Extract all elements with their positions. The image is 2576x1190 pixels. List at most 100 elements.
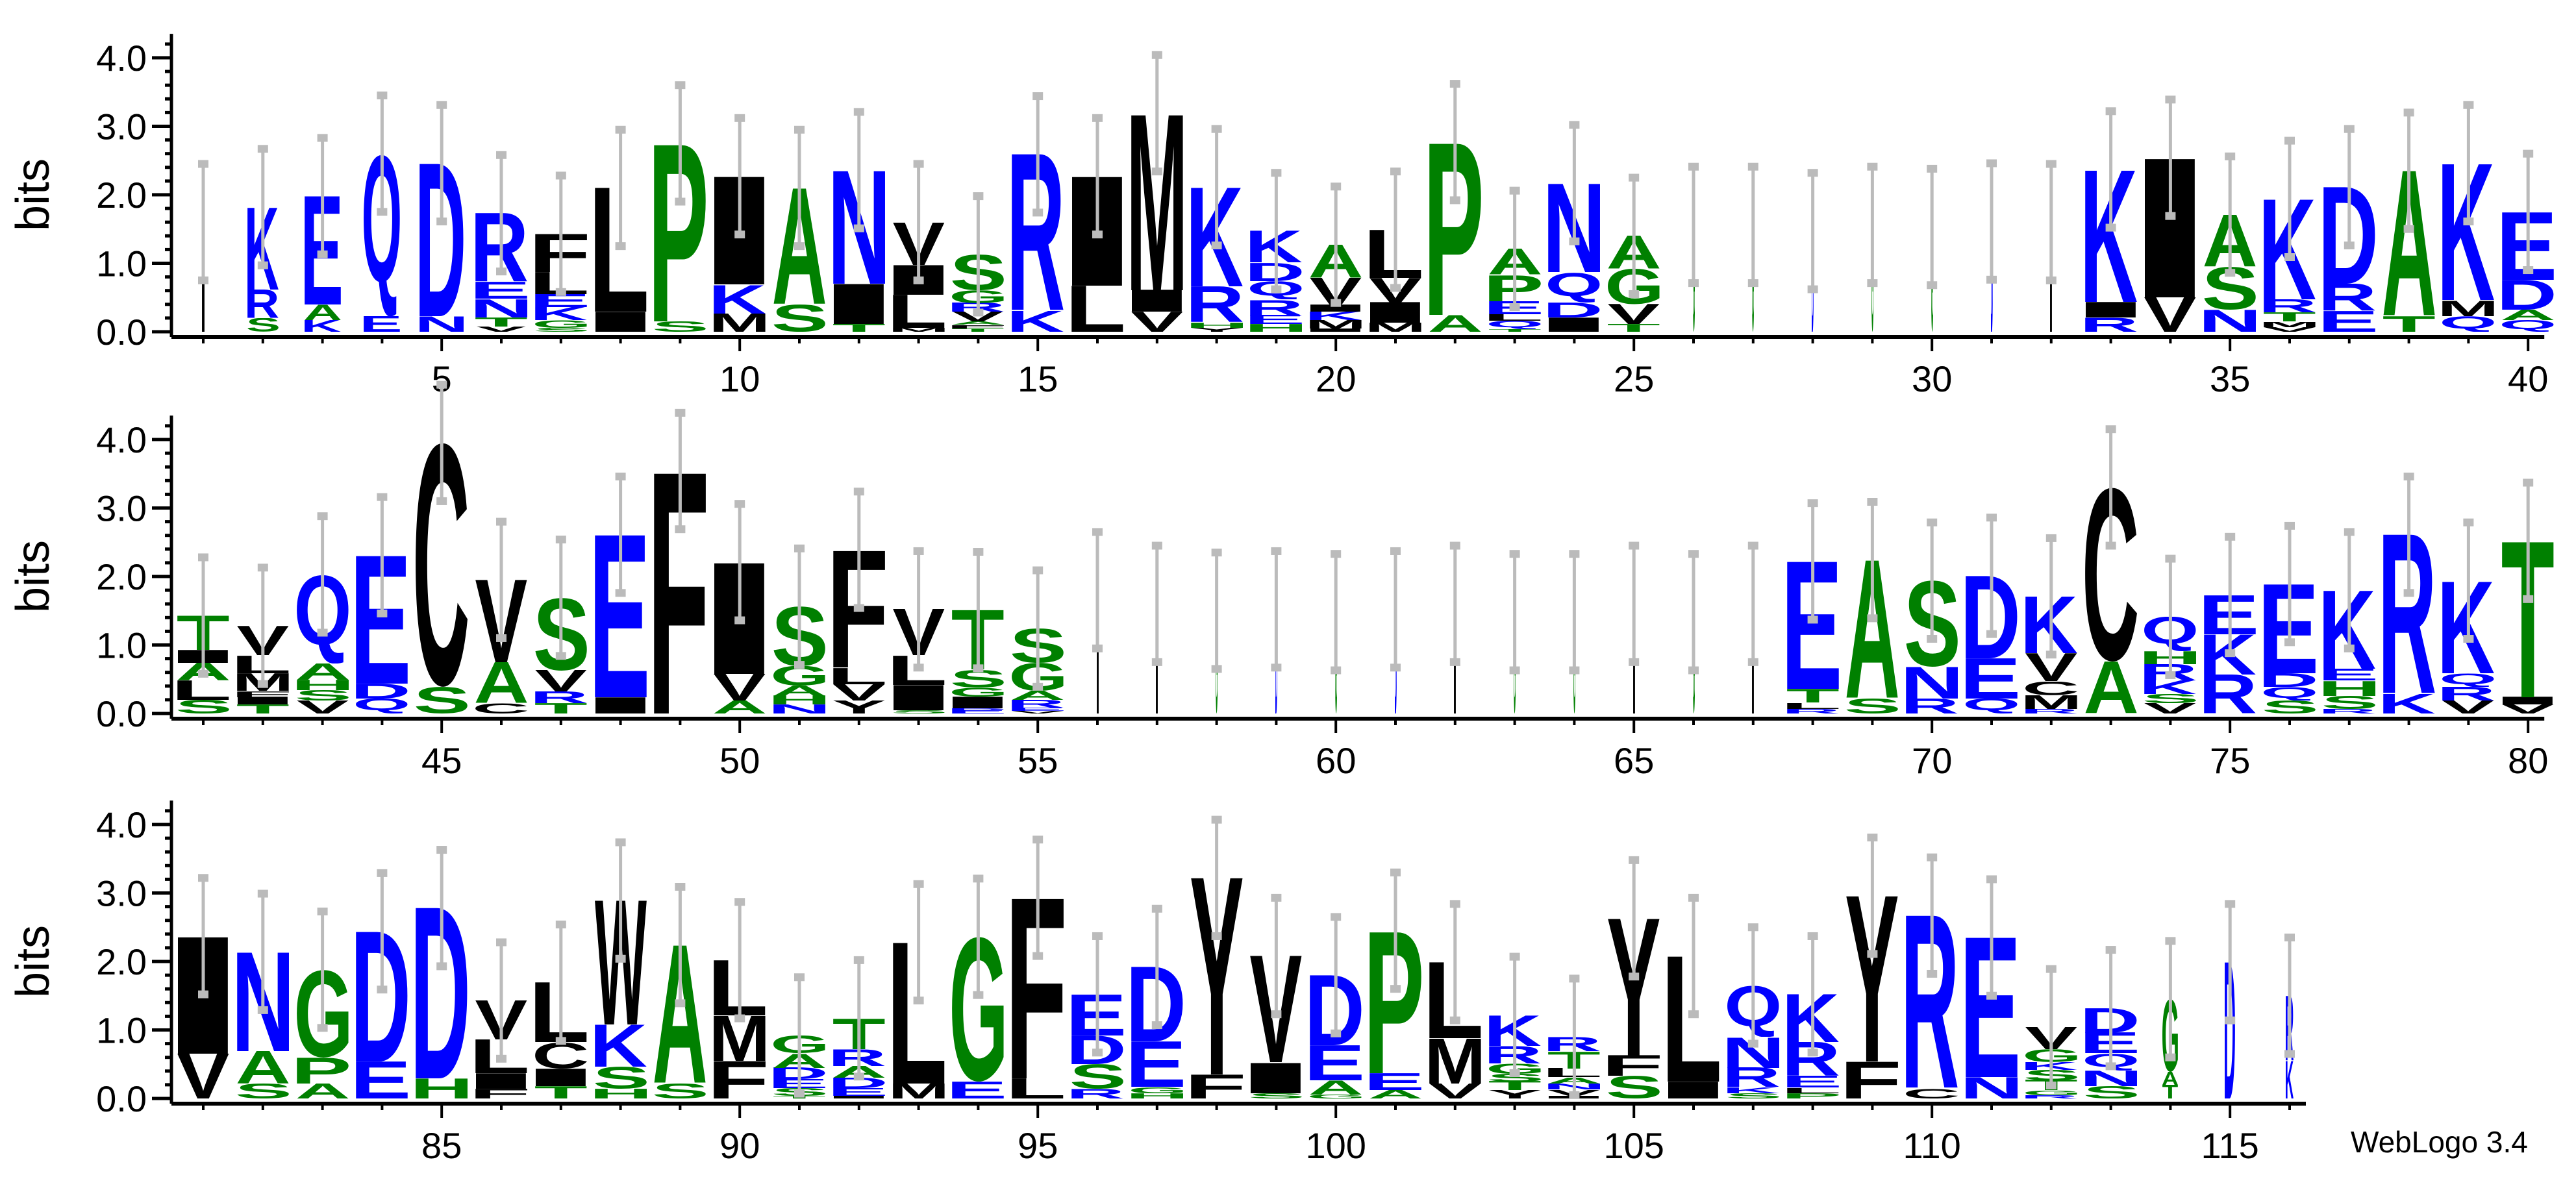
logo-letter-E <box>1012 707 1064 711</box>
logo-letter-I <box>2502 697 2555 705</box>
logo-letter-N <box>475 299 527 317</box>
error-bar-50 <box>734 500 745 625</box>
logo-letter-I <box>475 1073 527 1089</box>
logo-letter-T <box>534 1086 587 1098</box>
error-bar-66 <box>1688 550 1699 675</box>
error-bar-cap <box>2463 635 2474 643</box>
error-bar-cap <box>1747 162 1758 171</box>
error-bar-cap <box>2463 101 2474 109</box>
error-bar-cap <box>794 661 805 669</box>
error-bar-cap <box>1807 1048 1818 1057</box>
logo-letter-E <box>1369 1073 1421 1091</box>
error-bar-cap <box>436 846 447 854</box>
logo-letter-F <box>714 1061 766 1098</box>
error-bar-63 <box>1509 550 1520 675</box>
error-bar-cap <box>2284 934 2295 942</box>
logo-letter-S <box>2323 695 2375 709</box>
logo-letter-Q <box>2442 673 2495 687</box>
logo-letter-R <box>2323 284 2375 312</box>
error-bar-27 <box>1747 162 1758 288</box>
logo-letter-I <box>1548 317 1601 332</box>
error-bar-88 <box>615 838 626 963</box>
error-bar-111 <box>1986 875 1997 1000</box>
x-tick-label: 55 <box>1018 740 1058 781</box>
logo-letter-T <box>2162 1085 2179 1098</box>
error-bar-cap <box>675 197 686 206</box>
error-bar-cap <box>1271 285 1282 293</box>
error-bar-39 <box>2463 101 2474 226</box>
error-bar-cap <box>496 634 506 642</box>
logo-letter-I <box>952 696 1005 708</box>
error-bar-cap <box>734 114 745 122</box>
logo-letter-K <box>1310 312 1362 321</box>
error-bar-cap <box>794 544 805 552</box>
logo-letter-V <box>1012 711 1064 713</box>
logo-letter-I <box>236 697 289 705</box>
logo-letter-N <box>1906 666 1958 699</box>
error-bar-cap <box>2165 671 2176 679</box>
error-bar-cap <box>198 669 208 678</box>
y-tick-label: 2.0 <box>96 175 147 216</box>
logo-letter-M <box>892 1084 945 1098</box>
logo-letter-A <box>475 662 527 704</box>
logo-letter-L <box>1071 286 1123 332</box>
error-bar-41 <box>198 553 208 678</box>
error-bar-102 <box>1449 900 1460 1024</box>
logo-letter-N <box>2204 310 2257 332</box>
logo-letter-R <box>2323 709 2375 713</box>
error-bar-107 <box>1747 923 1758 1048</box>
error-bar-cap <box>913 160 924 168</box>
error-bar-55 <box>1032 566 1044 691</box>
logo-letter-S <box>1846 699 1899 713</box>
logo-letter-T <box>952 328 1005 332</box>
error-bar-12 <box>853 108 864 232</box>
error-bar-cap <box>1927 518 1938 527</box>
error-bar-cap <box>555 1037 566 1045</box>
logo-letter-N <box>773 704 825 713</box>
logo-letter-F <box>952 325 1005 328</box>
logo-letter-V <box>832 684 885 700</box>
logo-letter-R <box>1727 1067 1779 1087</box>
error-bar-53 <box>913 547 924 672</box>
logo-letter-K <box>714 284 766 314</box>
error-bar-cap <box>1688 162 1699 171</box>
logo-letter-S <box>773 304 825 332</box>
logo-letter-I <box>1310 304 1362 312</box>
logo-letter-A <box>296 663 349 680</box>
logo-letter-S <box>1250 1093 1303 1098</box>
error-bar-cap <box>1747 541 1758 550</box>
error-bar-24 <box>1569 121 1580 245</box>
error-bar-cap <box>1509 666 1520 675</box>
error-bar-28 <box>1807 169 1818 293</box>
error-bar-cap <box>2344 528 2355 536</box>
error-bar-cap <box>377 493 388 501</box>
logo-letter-R <box>534 691 587 704</box>
error-bar-5 <box>436 101 447 226</box>
logo-row-3: 0.0 1.0 2.0 3.0 4.0 bits 85 90 95 100 105 110 115 <box>7 800 2306 1166</box>
error-bar-cap <box>377 609 388 617</box>
logo-letter-S <box>236 1084 289 1098</box>
logo-letter-H <box>1131 1093 1183 1098</box>
error-bar-cap <box>2403 472 2414 480</box>
logo-letter-V <box>475 327 527 332</box>
error-bar-cap <box>615 838 626 847</box>
logo-letter-N <box>419 316 464 332</box>
error-bar-cap <box>436 380 447 389</box>
error-bar-cap <box>1092 644 1103 652</box>
x-tick-label: 65 <box>1614 740 1654 781</box>
logo-letter-Q <box>1548 272 1601 303</box>
error-bar-16 <box>1092 114 1103 239</box>
logo-letter-V <box>714 673 766 700</box>
error-bar-cap <box>1449 80 1460 88</box>
error-bar-cap <box>1747 923 1758 932</box>
logo-letter-T <box>2382 316 2435 332</box>
logo-letter-R <box>2084 317 2137 332</box>
y-tick-label: 0.0 <box>96 1078 147 1119</box>
error-bar-cap <box>2523 595 2534 603</box>
logo-letter-E <box>2323 311 2375 332</box>
logo-letter-F <box>236 691 289 697</box>
error-bar-cap <box>913 547 924 555</box>
logo-letter-P <box>1786 1093 1839 1098</box>
logo-letter-T <box>534 703 587 713</box>
